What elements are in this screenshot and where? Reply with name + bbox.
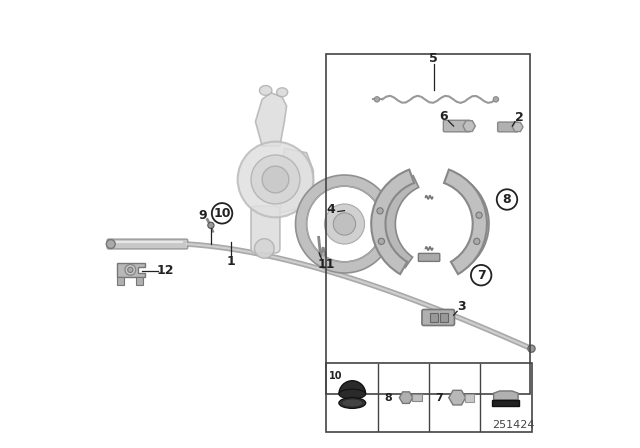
Circle shape [262, 166, 289, 193]
Text: 11: 11 [318, 258, 335, 271]
Circle shape [474, 238, 480, 245]
Polygon shape [280, 148, 314, 213]
Polygon shape [492, 400, 519, 405]
FancyBboxPatch shape [498, 122, 518, 132]
Text: 5: 5 [429, 52, 438, 65]
Text: 12: 12 [156, 264, 174, 277]
Text: 1: 1 [227, 255, 236, 268]
Wedge shape [444, 170, 487, 274]
Ellipse shape [259, 86, 272, 95]
Text: 7: 7 [477, 269, 486, 282]
Circle shape [471, 265, 492, 285]
Circle shape [528, 345, 535, 352]
Circle shape [378, 238, 385, 245]
Text: 7: 7 [435, 392, 443, 403]
Circle shape [324, 204, 365, 244]
Circle shape [208, 222, 214, 228]
FancyBboxPatch shape [412, 394, 422, 401]
Wedge shape [371, 170, 414, 274]
Wedge shape [339, 381, 365, 394]
Wedge shape [383, 176, 419, 267]
Polygon shape [513, 122, 523, 132]
Circle shape [333, 213, 356, 235]
Circle shape [255, 239, 274, 258]
Text: 9: 9 [198, 209, 207, 222]
Text: 4: 4 [327, 203, 335, 216]
Circle shape [497, 189, 517, 210]
Text: 8: 8 [384, 392, 392, 403]
Text: 10: 10 [329, 371, 342, 381]
Polygon shape [399, 392, 413, 403]
Circle shape [374, 97, 380, 102]
FancyBboxPatch shape [326, 363, 532, 432]
Circle shape [237, 142, 314, 217]
Wedge shape [296, 175, 394, 273]
Ellipse shape [276, 88, 288, 97]
FancyBboxPatch shape [465, 394, 474, 402]
Polygon shape [117, 263, 145, 277]
Ellipse shape [339, 398, 365, 408]
Text: 3: 3 [457, 300, 466, 313]
Text: 10: 10 [213, 207, 231, 220]
Circle shape [251, 155, 300, 204]
FancyBboxPatch shape [422, 310, 454, 326]
Circle shape [493, 97, 499, 102]
Circle shape [476, 212, 482, 218]
FancyBboxPatch shape [251, 206, 280, 253]
Circle shape [125, 264, 136, 275]
Polygon shape [463, 121, 476, 131]
FancyBboxPatch shape [136, 277, 143, 284]
FancyBboxPatch shape [429, 313, 438, 323]
FancyBboxPatch shape [116, 277, 124, 284]
Ellipse shape [339, 389, 365, 399]
Polygon shape [493, 391, 518, 400]
FancyBboxPatch shape [444, 120, 470, 132]
Text: 8: 8 [502, 193, 511, 206]
FancyBboxPatch shape [440, 313, 448, 323]
FancyBboxPatch shape [419, 254, 440, 261]
Text: 251424: 251424 [492, 420, 535, 430]
Polygon shape [449, 390, 466, 405]
Text: 2: 2 [515, 111, 524, 124]
Text: 6: 6 [440, 110, 448, 123]
Circle shape [127, 267, 133, 272]
Wedge shape [453, 176, 489, 267]
FancyBboxPatch shape [107, 239, 188, 249]
Polygon shape [255, 93, 287, 146]
Circle shape [106, 240, 115, 249]
Circle shape [377, 208, 383, 214]
Circle shape [212, 203, 232, 224]
Ellipse shape [342, 399, 363, 407]
